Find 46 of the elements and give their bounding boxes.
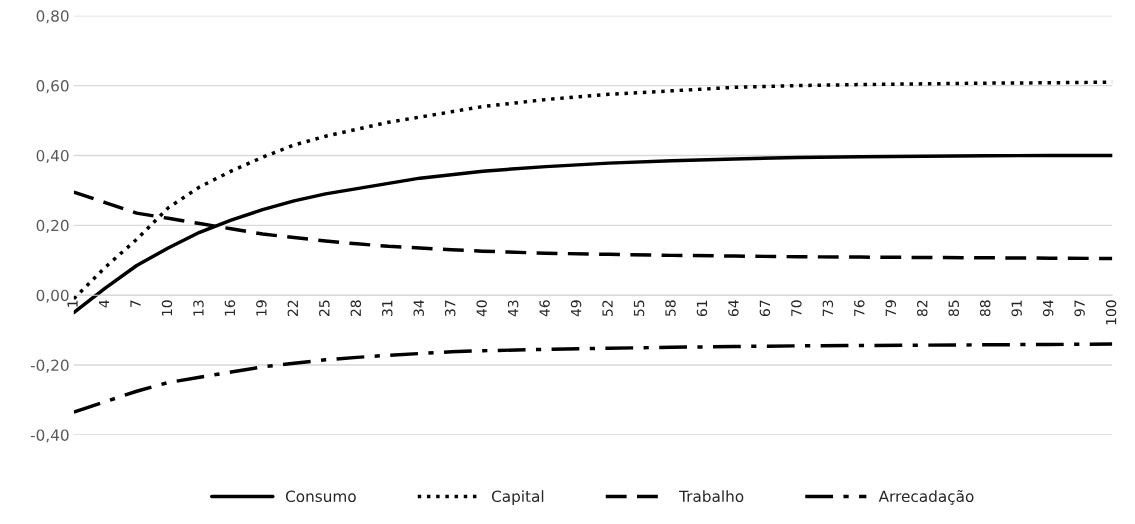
x-tick-label: 1 (67, 300, 78, 307)
y-tick-label: 0,40 (36, 149, 69, 164)
x-tick-label: 100 (1105, 300, 1117, 325)
x-tick-label: 97 (1074, 300, 1085, 317)
x-tick-label: 55 (633, 300, 645, 316)
x-tick-label: 10 (161, 300, 173, 316)
y-tick-label: -0,40 (30, 429, 69, 443)
x-tick-label: 49 (570, 300, 582, 317)
x-tick-label: 31 (382, 300, 393, 316)
line-series (73, 342, 1113, 414)
x-tick-label: 25 (319, 300, 330, 317)
legend-label: Consumo (285, 490, 356, 503)
x-tick-label: 16 (224, 300, 236, 316)
x-tick-label: 7 (130, 300, 141, 308)
x-tick-label: 91 (1011, 300, 1022, 317)
x-tick-label: 52 (602, 300, 613, 316)
x-tick-label: 4 (98, 300, 110, 308)
x-tick-label: 19 (256, 300, 267, 316)
x-tick-label: 43 (507, 300, 519, 317)
x-tick-label: 28 (350, 300, 362, 317)
legend-label: Trabalho (679, 490, 744, 503)
y-tick-label: 0,20 (36, 219, 69, 233)
legend-label: Arrecadação (878, 489, 974, 505)
x-tick-label: 94 (1042, 300, 1054, 317)
x-tick-label: 58 (665, 300, 676, 316)
x-tick-label: 22 (287, 300, 298, 317)
x-tick-label: 88 (979, 300, 991, 317)
y-tick-label: 0,80 (36, 10, 69, 24)
x-tick-label: 13 (193, 300, 204, 316)
y-tick-label: -0,20 (30, 359, 69, 373)
x-tick-label: 34 (413, 300, 424, 316)
x-tick-label: 76 (854, 300, 865, 316)
x-tick-label: 79 (885, 300, 897, 316)
x-tick-label: 64 (728, 300, 739, 317)
x-tick-label: 61 (696, 300, 708, 317)
x-tick-label: 73 (822, 300, 834, 316)
y-tick-label: 0,60 (36, 80, 69, 94)
x-tick-label: 82 (917, 300, 928, 317)
x-tick-label: 67 (759, 300, 771, 317)
legend-label: Capital (491, 490, 544, 506)
x-tick-label: 37 (444, 300, 456, 316)
x-tick-label: 85 (948, 300, 959, 317)
y-tick-label: 0,00 (36, 289, 69, 303)
x-tick-label: 40 (476, 300, 487, 317)
x-tick-label: 46 (539, 300, 550, 317)
x-tick-label: 70 (791, 300, 802, 316)
